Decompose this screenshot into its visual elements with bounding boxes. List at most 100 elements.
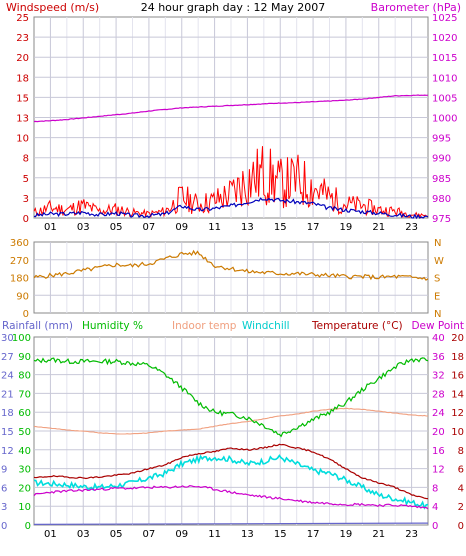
x-tick-label: 05 bbox=[110, 222, 123, 233]
x-tick-label: 23 bbox=[405, 529, 418, 540]
barometer-tick-label: 980 bbox=[432, 194, 451, 205]
windspeed-tick-label: 25 bbox=[16, 13, 29, 24]
dew-point-tick-label: 24 bbox=[432, 408, 445, 419]
humidity-tick-label: 30 bbox=[18, 465, 31, 476]
temperature-label: Temperature (°C) bbox=[311, 320, 403, 332]
barometer-tick-label: 1010 bbox=[432, 73, 457, 84]
barometer-tick-label: 985 bbox=[432, 174, 451, 185]
dew-point-series-line bbox=[33, 484, 429, 510]
x-tick-label: 21 bbox=[372, 529, 385, 540]
humidity-temperature-panel: 01 03 05 07 09 11 13 15 17 19 21 230 0 0 03 10 4 26 20 8 49 3… bbox=[1, 333, 464, 540]
dew-point-tick-label: 40 bbox=[432, 333, 445, 344]
wind-direction-series-line bbox=[33, 249, 429, 281]
x-tick-label: 15 bbox=[274, 222, 287, 233]
windspeed-tick-label: 18 bbox=[16, 73, 29, 84]
temperature-tick-label: 6 bbox=[458, 465, 464, 476]
barometer-axis-label: Barometer (hPa) bbox=[371, 1, 461, 14]
direction-tick-label: 180 bbox=[10, 274, 29, 285]
dew-point-tick-label: 20 bbox=[432, 427, 445, 438]
windspeed-tick-label: 20 bbox=[16, 53, 29, 64]
barometer-tick-label: 1005 bbox=[432, 93, 457, 104]
dew-point-tick-label: 12 bbox=[432, 465, 445, 476]
x-tick-label: 17 bbox=[307, 222, 320, 233]
x-tick-label: 17 bbox=[307, 529, 320, 540]
average-wind-series-line bbox=[33, 197, 429, 220]
rainfall-tick-label: 6 bbox=[1, 483, 7, 494]
indoor-temp-label: Indoor temp bbox=[172, 320, 237, 332]
windspeed-tick-label: 0 bbox=[23, 214, 29, 225]
windspeed-tick-label: 13 bbox=[16, 114, 29, 125]
temperature-tick-label: 20 bbox=[451, 333, 464, 344]
x-tick-label: 09 bbox=[175, 222, 188, 233]
humidity-tick-label: 60 bbox=[18, 408, 31, 419]
direction-tick-label: 90 bbox=[16, 291, 29, 302]
rainfall-tick-label: 18 bbox=[1, 408, 14, 419]
dew-point-tick-label: 8 bbox=[432, 483, 438, 494]
windchill-label: Windchill bbox=[242, 320, 290, 332]
temperature-tick-label: 12 bbox=[451, 408, 464, 419]
windspeed-axis-label: Windspeed (m/s) bbox=[6, 1, 99, 14]
compass-tick-label: N bbox=[434, 309, 441, 320]
barometer-tick-label: 1015 bbox=[432, 53, 457, 64]
barometer-tick-label: 1000 bbox=[432, 114, 457, 125]
rainfall-tick-label: 30 bbox=[1, 333, 14, 344]
compass-tick-label: W bbox=[434, 256, 444, 267]
x-tick-label: 07 bbox=[143, 222, 156, 233]
humidity-tick-label: 80 bbox=[18, 371, 31, 382]
compass-tick-label: S bbox=[434, 274, 440, 285]
direction-tick-label: 0 bbox=[23, 309, 29, 320]
dew-point-tick-label: 28 bbox=[432, 389, 445, 400]
humidity-tick-label: 100 bbox=[12, 333, 31, 344]
x-tick-label: 09 bbox=[175, 529, 188, 540]
barometer-tick-label: 975 bbox=[432, 214, 451, 225]
humidity-tick-label: 40 bbox=[18, 446, 31, 457]
dew-point-tick-label: 4 bbox=[432, 502, 438, 513]
temperature-tick-label: 16 bbox=[451, 371, 464, 382]
windspeed-tick-label: 5 bbox=[23, 174, 29, 185]
x-tick-label: 01 bbox=[44, 529, 57, 540]
temperature-tick-label: 10 bbox=[451, 427, 464, 438]
direction-tick-label: 270 bbox=[10, 256, 29, 267]
windspeed-tick-label: 23 bbox=[16, 33, 29, 44]
humidity-tick-label: 70 bbox=[18, 389, 31, 400]
temperature-tick-label: 14 bbox=[451, 389, 464, 400]
rainfall-tick-label: 15 bbox=[1, 427, 14, 438]
x-tick-label: 07 bbox=[143, 529, 156, 540]
humidity-label: Humidity % bbox=[82, 320, 143, 332]
barometer-tick-label: 1025 bbox=[432, 13, 457, 24]
x-tick-label: 01 bbox=[44, 222, 57, 233]
rainfall-tick-label: 24 bbox=[1, 371, 14, 382]
indoor-temp-series-line bbox=[33, 407, 428, 435]
rainfall-tick-label: 21 bbox=[1, 389, 14, 400]
humidity-tick-label: 10 bbox=[18, 502, 31, 513]
windspeed-tick-label: 3 bbox=[23, 194, 29, 205]
x-tick-label: 19 bbox=[340, 222, 353, 233]
compass-tick-label: N bbox=[434, 238, 441, 249]
barometer-tick-label: 1020 bbox=[432, 33, 457, 44]
windspeed-tick-label: 8 bbox=[23, 154, 29, 165]
humidity-series-line bbox=[33, 357, 429, 438]
x-tick-label: 13 bbox=[241, 222, 254, 233]
windchill-series-line bbox=[33, 454, 429, 510]
dew-point-label: Dew Point bbox=[411, 320, 464, 332]
x-tick-label: 11 bbox=[208, 222, 221, 233]
x-tick-label: 19 bbox=[340, 529, 353, 540]
humidity-tick-label: 90 bbox=[18, 352, 31, 363]
dew-point-tick-label: 32 bbox=[432, 371, 445, 382]
humidity-tick-label: 50 bbox=[18, 427, 31, 438]
compass-tick-label: E bbox=[434, 291, 440, 302]
rainfall-tick-label: 0 bbox=[1, 521, 7, 532]
windspeed-tick-label: 15 bbox=[16, 93, 29, 104]
barometer-series-line bbox=[33, 94, 429, 123]
x-tick-label: 05 bbox=[110, 529, 123, 540]
x-tick-label: 13 bbox=[241, 529, 254, 540]
temperature-tick-label: 2 bbox=[458, 502, 464, 513]
temperature-tick-label: 0 bbox=[458, 521, 464, 532]
temperature-tick-label: 18 bbox=[451, 352, 464, 363]
direction-tick-label: 360 bbox=[10, 238, 29, 249]
rainfall-tick-label: 9 bbox=[1, 465, 7, 476]
x-tick-label: 11 bbox=[208, 529, 221, 540]
chart-title: 24 hour graph day : 12 May 2007 bbox=[141, 1, 326, 14]
x-tick-label: 23 bbox=[405, 222, 418, 233]
